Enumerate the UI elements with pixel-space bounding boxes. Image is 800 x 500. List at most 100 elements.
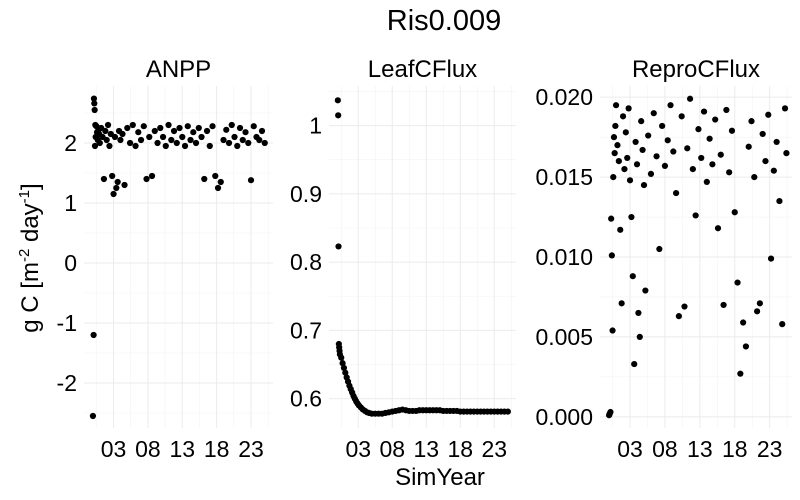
data-point xyxy=(91,100,98,107)
data-point xyxy=(618,300,625,307)
data-point xyxy=(119,130,126,138)
data-point xyxy=(608,215,615,222)
data-point xyxy=(220,136,227,144)
data-point xyxy=(714,225,722,232)
data-point xyxy=(124,124,131,132)
data-point xyxy=(148,172,156,180)
data-point xyxy=(653,153,660,160)
x-tick-label: 03 xyxy=(101,436,127,462)
data-point xyxy=(110,190,117,198)
data-point xyxy=(91,106,98,114)
data-point xyxy=(137,136,145,144)
data-point xyxy=(247,177,255,184)
data-point xyxy=(231,133,238,141)
x-tick-label: 13 xyxy=(413,436,439,462)
data-point xyxy=(201,175,208,183)
data-point xyxy=(608,252,615,259)
data-point xyxy=(100,175,108,183)
data-point xyxy=(695,126,702,133)
y-tick-label: 0.005 xyxy=(535,324,593,350)
data-point xyxy=(626,177,634,184)
data-point xyxy=(217,178,224,186)
data-point xyxy=(132,142,139,150)
data-point xyxy=(176,124,183,132)
data-point xyxy=(339,360,346,367)
panel-title: ANPP xyxy=(146,56,211,83)
data-point xyxy=(734,279,741,286)
data-point xyxy=(656,245,663,253)
data-point xyxy=(737,370,744,377)
y-tick-label: 0.010 xyxy=(535,244,593,270)
data-point xyxy=(203,127,211,135)
data-point xyxy=(192,139,200,147)
data-point xyxy=(614,142,621,149)
data-point xyxy=(631,360,638,368)
data-point xyxy=(698,154,705,162)
data-point xyxy=(610,173,617,181)
data-point xyxy=(635,309,642,317)
y-axis-label-part: day xyxy=(17,203,44,248)
data-point xyxy=(126,139,134,147)
y-tick-label: 0.9 xyxy=(290,181,322,207)
y-tick-label: -2 xyxy=(57,370,77,396)
data-point xyxy=(783,150,790,157)
data-point xyxy=(250,123,257,130)
y-tick-label: 0.000 xyxy=(535,404,593,430)
panel-reprocflux: ReproCFlux 0.000 0.005 0.010 0.015 0.020 03 08 1… xyxy=(535,56,792,462)
data-point xyxy=(609,327,616,334)
data-point xyxy=(692,212,699,219)
data-point xyxy=(236,124,244,132)
data-point xyxy=(179,133,186,141)
data-point xyxy=(187,136,194,144)
x-tick-label: 03 xyxy=(617,436,643,462)
data-point xyxy=(111,133,119,141)
data-point xyxy=(636,333,643,341)
data-point xyxy=(234,142,241,150)
y-axis-label-part: ] xyxy=(17,183,44,190)
data-point xyxy=(678,113,685,120)
data-point xyxy=(228,121,235,129)
data-point xyxy=(762,158,769,165)
data-point xyxy=(209,123,216,130)
data-point xyxy=(632,138,639,146)
data-point xyxy=(113,184,120,192)
data-point xyxy=(335,112,342,119)
data-point xyxy=(633,161,641,168)
data-point xyxy=(198,133,205,141)
data-point xyxy=(748,118,755,125)
data-point xyxy=(170,127,178,135)
y-tick-label: 0.7 xyxy=(290,317,322,343)
data-point xyxy=(639,146,646,154)
data-point xyxy=(712,116,719,123)
data-point xyxy=(146,133,153,141)
facet-panels: ANPP -2 -1 0 1 2 03 08 13 18 23 LeafCFlux 0.6 0.7 0.8 0… xyxy=(57,56,792,462)
data-point xyxy=(165,121,172,129)
data-point xyxy=(610,134,618,141)
data-point xyxy=(239,136,246,144)
data-point xyxy=(90,95,98,102)
data-point xyxy=(629,273,636,280)
x-tick-label: 13 xyxy=(687,436,713,462)
data-point xyxy=(751,173,758,181)
x-tick-label: 08 xyxy=(135,436,161,462)
data-point xyxy=(114,178,121,186)
data-point xyxy=(717,151,724,158)
data-point xyxy=(645,132,652,139)
data-point xyxy=(642,287,649,294)
data-point xyxy=(765,111,772,118)
x-tick-label: 08 xyxy=(379,436,405,462)
data-point xyxy=(258,127,266,135)
data-point xyxy=(675,313,682,320)
data-point xyxy=(140,123,147,130)
y-tick-label: 1 xyxy=(64,190,77,216)
y-axis-label: g C [m-2 day-1] xyxy=(16,183,44,332)
data-point xyxy=(184,123,191,130)
data-point xyxy=(659,122,666,130)
data-point xyxy=(206,142,213,150)
data-point xyxy=(667,102,674,109)
data-point xyxy=(162,142,169,150)
data-point xyxy=(181,142,189,150)
data-point xyxy=(109,172,116,180)
data-point xyxy=(334,97,341,104)
